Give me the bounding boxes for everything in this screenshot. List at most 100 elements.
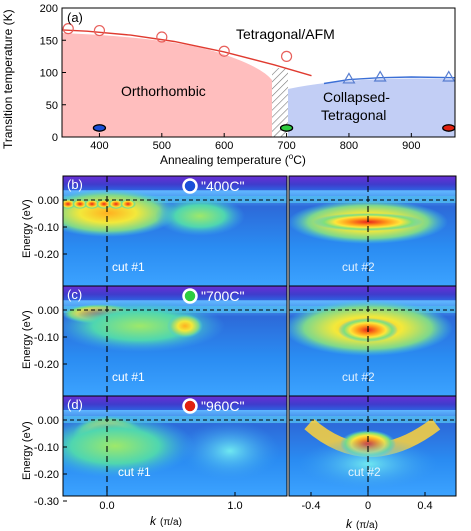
- arpes-row: (b) "400C" cut #1 cut #2 0.00 -0.10 -0.20: [34, 175, 457, 287]
- k-axis-label-right: k (π/a): [346, 517, 378, 531]
- data-point-circle: [93, 24, 106, 37]
- arpes-left-panel: [63, 396, 287, 496]
- fit-curve-collapsed: [323, 76, 456, 85]
- label-tetragonal-afm: Tetragonal/AFM: [236, 26, 335, 42]
- panel-label-a: (a): [67, 10, 83, 25]
- spectral-peak: [167, 314, 203, 338]
- arpes-right-panel: [289, 286, 456, 396]
- spectral-weight: [298, 438, 438, 490]
- arpes-row: (d) "960C" cut #1 cut #2 0.00 -0.10 -0.20 -0.30: [34, 395, 457, 508]
- cut2-label: cut #2: [342, 370, 375, 384]
- k-tick-label: 0: [365, 500, 371, 512]
- spectral-peak: [120, 199, 136, 209]
- collapsed-region: [288, 78, 455, 137]
- data-points: [62, 23, 456, 84]
- energy-tick-label: -0.20: [34, 359, 59, 371]
- data-point-circle: [156, 31, 168, 43]
- energy-label-c: Energy (eV): [21, 310, 33, 369]
- cut2-label: cut #2: [342, 260, 375, 274]
- panel-a: 400 500 600 700 800 900 0 50 100 150 200 (a) Tetra…: [1, 3, 456, 167]
- sample-label: "960C": [201, 398, 244, 414]
- x-tick-label-a: 800: [340, 140, 358, 152]
- arpes-left-panel: [63, 286, 287, 396]
- top-band: [63, 286, 287, 300]
- arpes-panels: (b) "400C"cut #1 cut #20.00-0.10-0.20(c) "7…: [34, 175, 457, 512]
- spectral-weight: [63, 414, 195, 478]
- spectral-peak: [72, 199, 88, 209]
- fit-curve-orthorhombic: [61, 29, 312, 77]
- arpes-row: (c) "700C" cut #1 cut #2 0.00 -0.10 -0.20: [34, 285, 457, 397]
- k-axis-label-left: k (π/a): [150, 514, 182, 528]
- frame-left: [62, 395, 288, 497]
- energy-tick-label: 0.00: [38, 305, 59, 317]
- y-tick-label-a: 100: [40, 68, 58, 80]
- cut1-label: cut #1: [112, 370, 145, 384]
- x-tick-label-a: 700: [277, 140, 295, 152]
- data-point-triangle: [373, 70, 387, 82]
- panel-label: (d): [67, 397, 83, 412]
- spectral-weight: [180, 421, 280, 481]
- orthorhombic-region: [62, 33, 272, 137]
- top-band: [289, 396, 456, 410]
- frame-right: [288, 395, 457, 497]
- data-point-triangle: [442, 70, 456, 82]
- sample-dot: [182, 288, 198, 304]
- k-ticks: 0.0 1.0 -0.4 0 0.4: [99, 492, 433, 512]
- spectral-weight: [63, 300, 225, 352]
- sample-label: "400C": [201, 178, 244, 194]
- y-axis-label-a: Transition temperature (K): [1, 9, 15, 149]
- sample-marker-oval: [279, 124, 294, 132]
- axis-ticks-a: 400 500 600 700 800 900 0 50 100 150 200: [40, 3, 421, 152]
- y-tick-label-a: 50: [46, 100, 58, 112]
- sample-marker-oval: [92, 124, 107, 132]
- k-tick-label: 0.0: [99, 500, 114, 512]
- top-band: [289, 176, 456, 190]
- cut1-label: cut #1: [118, 465, 151, 479]
- sample-marker-oval: [442, 124, 456, 132]
- label-orthorhombic: Orthorhombic: [121, 83, 206, 99]
- sample-dot: [182, 398, 198, 414]
- top-band: [63, 176, 287, 190]
- k-tick-label: 0.4: [417, 500, 432, 512]
- energy-label-b: Energy (eV): [21, 199, 33, 258]
- data-point-circle: [218, 45, 230, 57]
- k-tick-label: 1.0: [227, 500, 242, 512]
- spectral-peak: [108, 199, 124, 209]
- spectral-peak: [63, 199, 76, 209]
- y-tick-label-a: 0: [52, 132, 58, 144]
- top-band: [289, 286, 456, 300]
- arpes-left-panel: [63, 176, 287, 286]
- arpes-right-panel: [289, 396, 456, 496]
- spectral-peak: [96, 199, 112, 209]
- data-point-circle: [62, 23, 74, 35]
- label-collapsed-1: Collapsed-: [323, 89, 390, 105]
- cut1-label: cut #1: [112, 260, 145, 274]
- energy-tick-label: -0.20: [34, 469, 59, 481]
- y-tick-label-a: 150: [40, 35, 58, 47]
- cut2-label: cut #2: [348, 465, 381, 479]
- sample-label: "700C": [201, 288, 244, 304]
- energy-tick-label: -0.10: [34, 222, 59, 234]
- transition-hatch: [272, 68, 288, 137]
- arpes-right-panel: [289, 176, 456, 286]
- energy-tick-label: 0.00: [38, 195, 59, 207]
- energy-tick-label: -0.10: [34, 332, 59, 344]
- sample-dot: [182, 178, 198, 194]
- energy-tick-label: 0.00: [38, 415, 59, 427]
- energy-tick-label: -0.30: [34, 496, 59, 508]
- x-tick-label-a: 500: [153, 140, 171, 152]
- fermi-band: [289, 196, 456, 203]
- x-tick-label-a: 400: [90, 140, 108, 152]
- spectral-weight: [155, 196, 245, 236]
- energy-tick-label: -0.10: [34, 442, 59, 454]
- top-band: [63, 396, 287, 410]
- data-point-circle: [280, 50, 293, 62]
- k-tick-label: -0.4: [302, 500, 321, 512]
- panel-label: (b): [67, 177, 83, 192]
- x-tick-label-a: 600: [215, 140, 233, 152]
- spectral-peak: [84, 199, 100, 209]
- fermi-band: [289, 416, 456, 423]
- x-axis-label-a: Annealing temperature (oC): [160, 152, 306, 167]
- data-point-triangle: [342, 72, 356, 84]
